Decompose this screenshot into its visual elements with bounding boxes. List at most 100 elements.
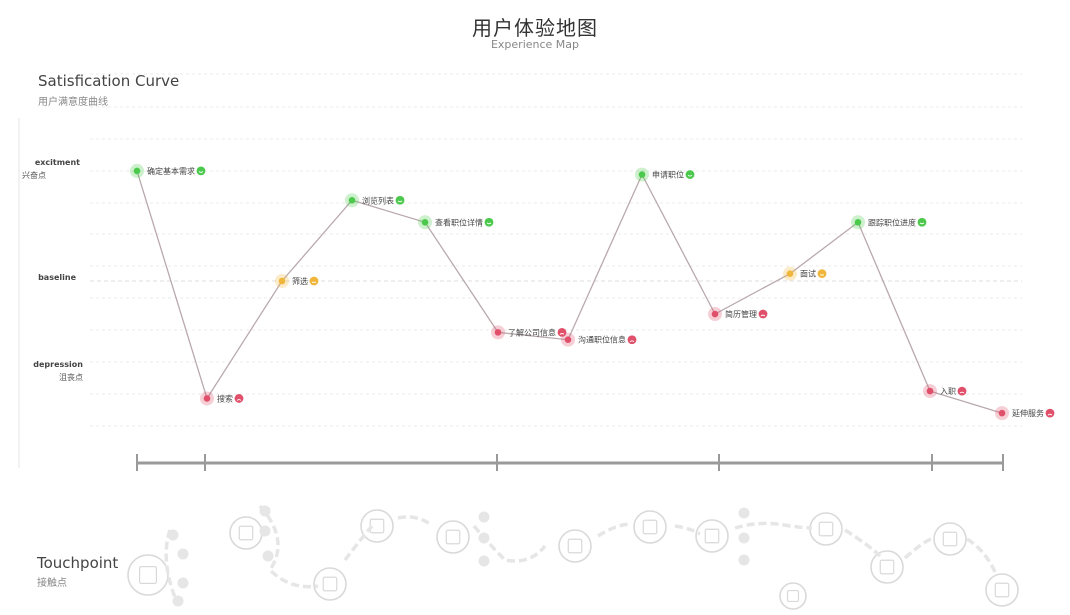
touchpoint-flow-path: [966, 537, 997, 573]
point-label: 简历管理: [725, 309, 757, 319]
negative-face-icon: [557, 327, 567, 337]
negative-face-icon: [957, 386, 967, 396]
touchpoint-icon: [127, 554, 169, 596]
touchpoint-icon: [229, 516, 263, 550]
positive-face-icon: [917, 217, 927, 227]
touchpoint-step-dot: [172, 595, 184, 607]
touchpoint-glyph: [818, 521, 834, 537]
touchpoint-icon: [313, 567, 347, 601]
point-label: 沟通职位信息: [578, 335, 626, 345]
touchpoint-icon: [933, 522, 967, 556]
touchpoint-flow-path: [258, 504, 319, 589]
touchpoint-icon: [558, 529, 592, 563]
negative-face-icon: [234, 394, 244, 403]
touchpoint-flow-path: [397, 515, 431, 526]
face-mouth: [760, 314, 766, 317]
face-mouth: [236, 399, 242, 401]
touchpoint-glyph: [139, 565, 158, 584]
data-point: [278, 277, 286, 285]
positive-face-icon: [395, 195, 405, 205]
touchpoint-flow-path: [472, 524, 547, 563]
touchpoint-flow-path: [903, 536, 935, 560]
face-mouth: [486, 222, 492, 225]
depression-sublabel: 沮丧点: [59, 373, 83, 382]
data-point: [711, 310, 719, 318]
positive-face-icon: [685, 170, 695, 179]
touchpoint-glyph: [786, 589, 800, 603]
point-label: 申请职位: [652, 170, 684, 180]
negative-face-icon: [1045, 408, 1055, 418]
touchpoint-step-dot: [478, 555, 490, 567]
face-mouth: [397, 200, 403, 203]
touchpoint-icon: [985, 573, 1019, 607]
data-point: [203, 395, 211, 402]
positive-face-icon: [196, 166, 206, 176]
touchpoint-flow-path: [734, 521, 813, 530]
neutral-face-icon: [309, 276, 319, 286]
touchpoint-glyph: [879, 559, 895, 575]
touchpoint-step-dot: [738, 507, 750, 519]
touchpoint-icon: [633, 510, 667, 544]
face-mouth: [559, 333, 565, 335]
touchpoint-glyph: [942, 531, 958, 547]
journey-timeline: [136, 454, 1004, 471]
chart-gridlines: [90, 73, 1022, 427]
point-label: 浏览列表: [362, 195, 394, 205]
touchpoint-step-dot: [259, 525, 271, 537]
data-point: [133, 167, 141, 175]
touchpoint-section-title: Touchpoint: [37, 554, 119, 572]
negative-face-icon: [627, 335, 637, 345]
touchpoint-step-dot: [478, 511, 490, 523]
baseline-label: baseline: [38, 273, 76, 282]
excitement-sublabel: 兴奋点: [22, 171, 46, 180]
touchpoint-glyph: [369, 518, 385, 534]
page-subtitle: Experience Map: [490, 38, 580, 51]
touchpoint-icon: [360, 509, 394, 543]
touchpoint-step-dot: [177, 577, 189, 589]
data-point: [854, 218, 862, 226]
touchpoint-step-dot: [738, 532, 750, 544]
point-label: 查看职位详情: [435, 217, 483, 227]
touchpoint-glyph: [238, 525, 254, 541]
data-point: [998, 409, 1006, 417]
touchpoint-step-dot: [738, 554, 750, 566]
point-label: 了解公司信息: [508, 327, 556, 337]
negative-face-icon: [758, 309, 768, 319]
point-label: 确定基本需求: [147, 166, 195, 176]
point-label: 入职: [940, 387, 956, 396]
depression-label: depression: [33, 360, 83, 369]
touchpoint-flow-path: [164, 529, 178, 601]
data-point: [564, 336, 572, 344]
data-point: [421, 218, 429, 226]
point-label: 跟踪职位进度: [868, 217, 916, 227]
touchpoint-glyph: [445, 529, 461, 545]
data-point: [926, 387, 934, 395]
touchpoint-icon: [809, 512, 843, 546]
touchpoint-glyph: [704, 528, 720, 544]
data-point: [786, 270, 794, 277]
face-mouth: [687, 174, 693, 177]
excitement-label: excitment: [34, 158, 80, 167]
neutral-face-icon: [817, 269, 827, 279]
touchpoint-glyph: [567, 538, 583, 554]
positive-face-icon: [484, 217, 494, 227]
data-point: [348, 196, 356, 204]
point-label: 面试: [800, 269, 816, 279]
curve-section-subtitle: 用户满意度曲线: [38, 97, 108, 108]
page-title: 用户体验地图: [472, 16, 598, 40]
face-mouth: [1047, 413, 1053, 416]
touchpoint-section-subtitle: 接触点: [37, 578, 67, 589]
touchpoint-flow-path: [343, 524, 374, 562]
curve-section-title: Satisfication Curve: [38, 72, 180, 90]
face-mouth: [959, 391, 965, 394]
touchpoint-glyph: [994, 582, 1010, 598]
touchpoint-icon: [779, 582, 807, 610]
point-label: 搜索: [217, 393, 233, 403]
face-mouth: [198, 171, 204, 173]
face-mouth: [629, 340, 635, 343]
face-mouth: [919, 222, 925, 225]
touchpoint-icons: [127, 504, 1019, 610]
data-point: [638, 171, 646, 178]
